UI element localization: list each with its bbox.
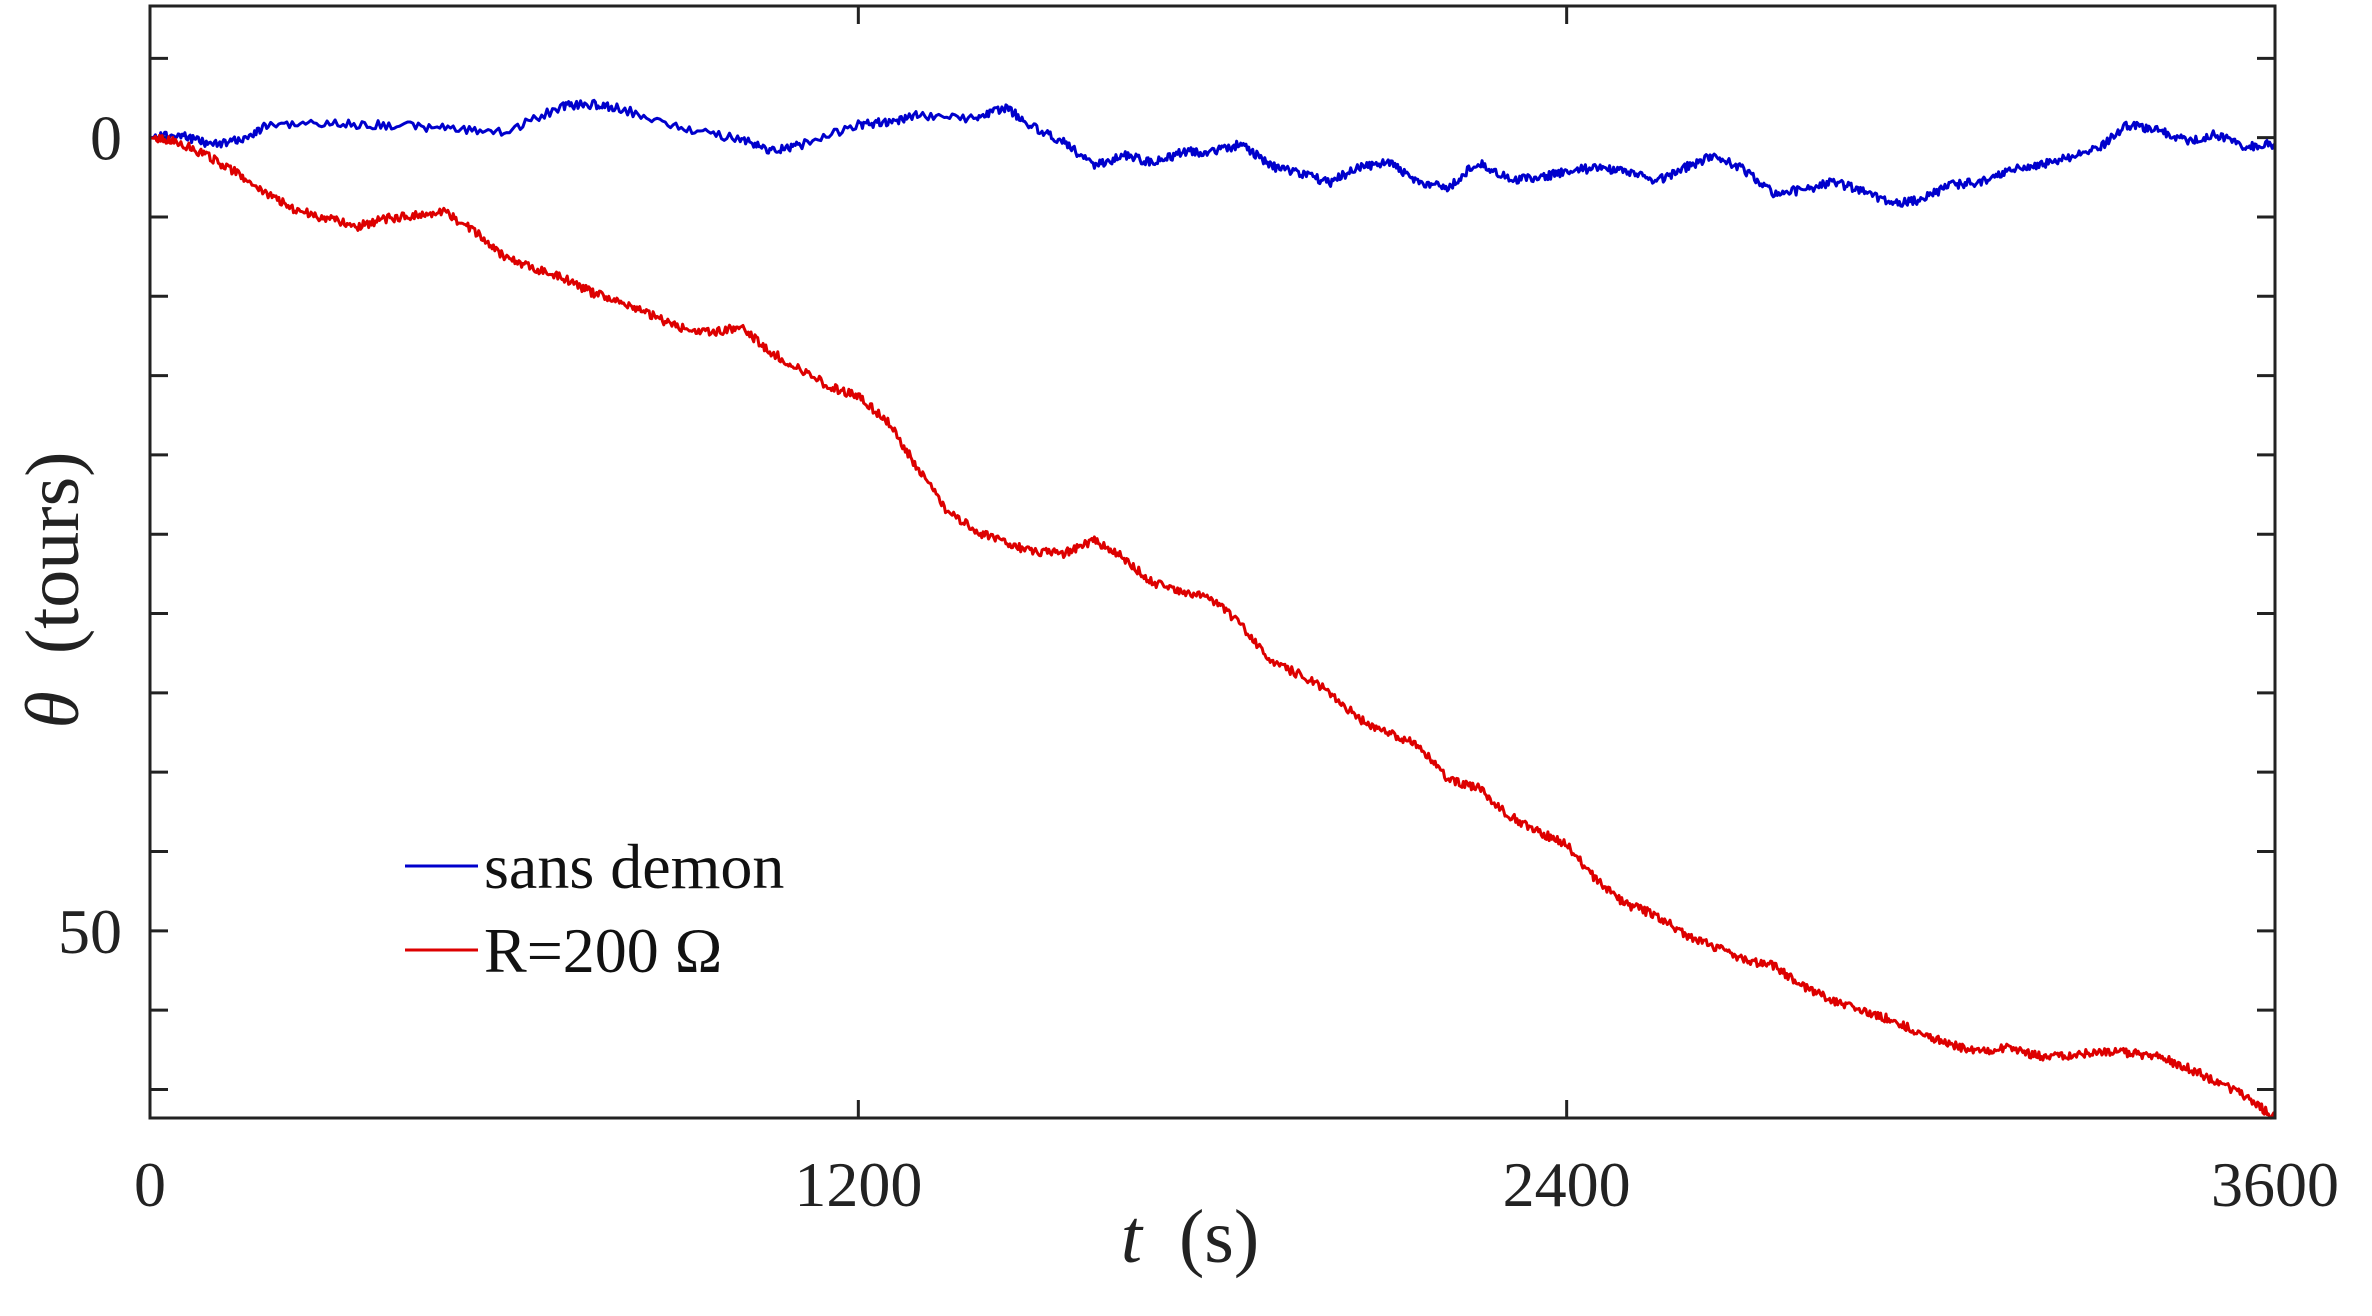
y-axis-title: θ (tours) [11,452,95,729]
legend: sans demon R=200 Ω [405,831,784,986]
x-tick-label-3: 3600 [2211,1149,2339,1220]
plot-frame [148,4,2277,1120]
series-line-1 [149,134,2277,1120]
x-tick-label-1: 1200 [794,1149,922,1220]
x-tick-label-2: 2400 [1503,1149,1631,1220]
series-line-0 [149,98,2276,208]
legend-label-sans-demon: sans demon [484,831,784,902]
x-tick-label-0: 0 [134,1149,166,1220]
x-axis-unit: (s) [1179,1195,1259,1279]
tick-labels: 0 1200 2400 3600 0 50 [58,103,2339,1220]
x-axis-variable: t [1121,1195,1144,1279]
x-axis-title: t (s) [1121,1195,1259,1279]
y-axis-unit: (tours) [11,452,95,655]
y-axis-variable: θ [11,691,95,728]
legend-label-r200: R=200 Ω [484,915,722,986]
y-tick-label-11: 50 [58,896,122,967]
series-group [149,98,2277,1120]
y-tick-label-1: 0 [90,103,122,174]
